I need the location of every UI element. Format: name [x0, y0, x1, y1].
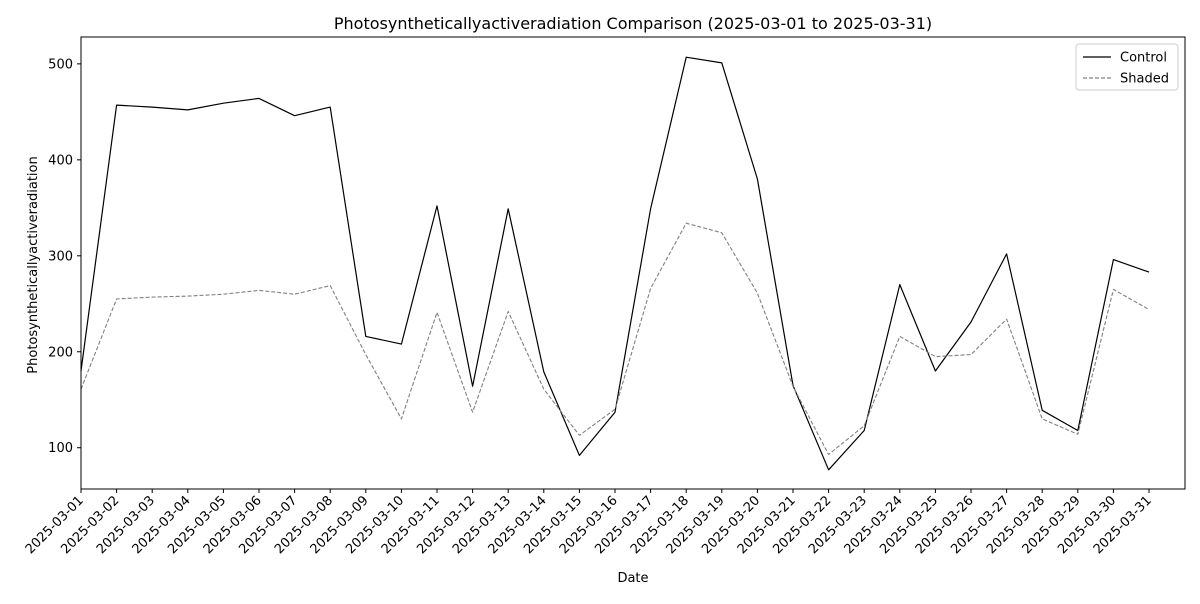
- data-point-control: [863, 429, 866, 432]
- data-point-control: [400, 343, 403, 346]
- data-point-control: [364, 335, 367, 338]
- plot-frame: [80, 36, 1186, 490]
- data-point-control: [720, 61, 723, 64]
- data-point-shaded: [436, 311, 439, 314]
- data-point-control: [293, 114, 296, 117]
- data-point-shaded: [649, 287, 652, 290]
- data-point-control: [970, 321, 973, 324]
- data-point-control: [934, 369, 937, 372]
- data-point-control: [471, 385, 474, 388]
- data-point-shaded: [1076, 433, 1079, 436]
- data-point-control: [1148, 271, 1151, 274]
- data-point-control: [1005, 252, 1008, 255]
- data-point-shaded: [222, 293, 225, 296]
- data-point-control: [649, 207, 652, 210]
- data-point-shaded: [720, 231, 723, 234]
- data-point-shaded: [329, 284, 332, 287]
- legend-label-control: Control: [1120, 51, 1167, 66]
- data-point-shaded: [186, 295, 189, 298]
- y-tick-label: 500: [48, 57, 73, 72]
- data-point-shaded: [898, 335, 901, 338]
- data-point-shaded: [507, 310, 510, 313]
- data-point-shaded: [934, 355, 937, 358]
- data-point-control: [1112, 258, 1115, 261]
- data-point-shaded: [258, 289, 261, 292]
- data-point-shaded: [685, 222, 688, 225]
- data-point-shaded: [970, 353, 973, 356]
- y-axis-title: Photosyntheticallyactiveradiation: [26, 156, 41, 373]
- data-point-control: [436, 204, 439, 207]
- data-point-shaded: [293, 293, 296, 296]
- legend-label-shaded: Shaded: [1120, 72, 1169, 87]
- data-point-control: [329, 106, 332, 109]
- series-layer: [80, 56, 1151, 471]
- data-point-shaded: [863, 424, 866, 427]
- legend: Control Shaded: [1075, 43, 1179, 91]
- data-point-shaded: [364, 353, 367, 356]
- data-point-shaded: [578, 434, 581, 437]
- data-point-shaded: [1148, 308, 1151, 311]
- ticks-layer: 1002003004005002025-03-012025-03-022025-…: [23, 57, 1155, 557]
- data-point-shaded: [1112, 288, 1115, 291]
- data-point-control: [151, 106, 154, 109]
- data-point-shaded: [827, 453, 830, 456]
- data-point-control: [507, 207, 510, 210]
- data-point-shaded: [542, 388, 545, 391]
- y-tick-label: 300: [48, 249, 73, 264]
- data-point-control: [827, 468, 830, 471]
- data-point-control: [898, 283, 901, 286]
- data-point-control: [1041, 409, 1044, 412]
- data-point-shaded: [400, 417, 403, 420]
- data-point-shaded: [115, 297, 118, 300]
- data-point-control: [542, 370, 545, 373]
- chart-title: Photosyntheticallyactiveradiation Compar…: [334, 14, 932, 33]
- data-point-control: [685, 56, 688, 59]
- y-tick-label: 100: [48, 441, 73, 456]
- data-point-shaded: [471, 411, 474, 414]
- x-axis-title: Date: [617, 571, 648, 586]
- data-point-shaded: [792, 385, 795, 388]
- data-point-control: [186, 108, 189, 111]
- data-point-control: [222, 102, 225, 105]
- data-point-control: [578, 454, 581, 457]
- data-point-shaded: [151, 296, 154, 299]
- series-line-shaded: [80, 222, 1150, 456]
- y-tick-label: 400: [48, 153, 73, 168]
- data-point-shaded: [1005, 318, 1008, 321]
- data-point-shaded: [614, 408, 617, 411]
- data-point-shaded: [756, 292, 759, 295]
- y-tick-label: 200: [48, 345, 73, 360]
- data-point-control: [614, 411, 617, 414]
- data-point-control: [756, 178, 759, 181]
- data-point-control: [115, 104, 118, 107]
- series-line-control: [80, 56, 1150, 471]
- data-point-control: [258, 97, 261, 100]
- data-point-shaded: [1041, 417, 1044, 420]
